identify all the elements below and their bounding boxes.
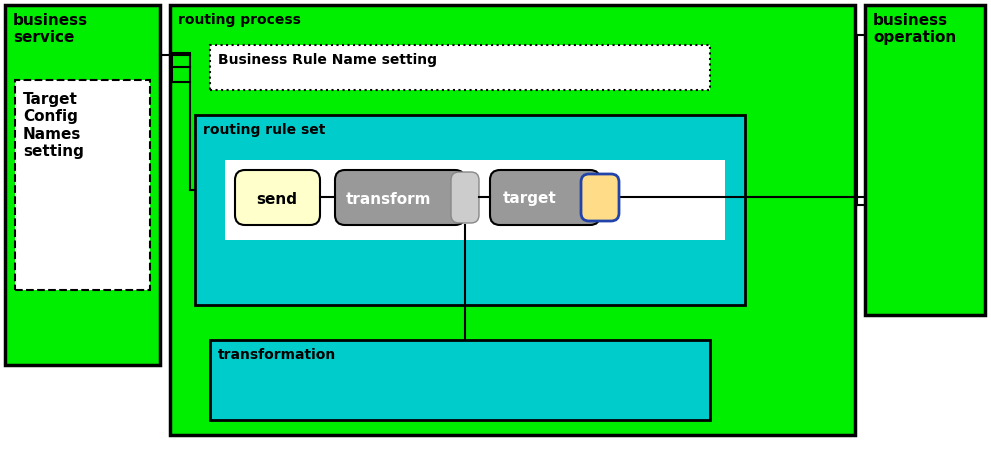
Bar xyxy=(210,45,710,90)
Bar xyxy=(210,340,710,420)
Bar xyxy=(195,115,745,305)
Text: send: send xyxy=(257,192,297,207)
Text: Target
Config
Names
setting: Target Config Names setting xyxy=(23,92,84,159)
Text: transformation: transformation xyxy=(218,348,336,362)
Text: business
operation: business operation xyxy=(873,13,956,45)
Bar xyxy=(225,160,725,240)
Bar xyxy=(865,5,985,315)
FancyBboxPatch shape xyxy=(235,170,320,225)
Text: routing rule set: routing rule set xyxy=(203,123,325,137)
Text: routing process: routing process xyxy=(178,13,301,27)
Bar xyxy=(170,5,855,435)
FancyBboxPatch shape xyxy=(490,170,600,225)
Text: business
service: business service xyxy=(13,13,88,45)
FancyBboxPatch shape xyxy=(451,172,479,223)
Bar xyxy=(15,80,150,290)
Bar xyxy=(5,5,160,365)
FancyBboxPatch shape xyxy=(335,170,465,225)
FancyBboxPatch shape xyxy=(581,174,619,221)
Text: Business Rule Name setting: Business Rule Name setting xyxy=(218,53,437,67)
Text: transform: transform xyxy=(345,192,431,207)
Text: target: target xyxy=(503,192,557,207)
